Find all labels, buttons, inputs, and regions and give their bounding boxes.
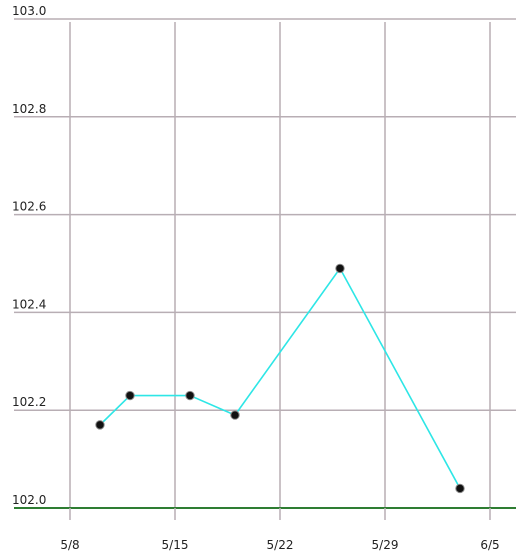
x-tick-label: 5/8 — [60, 538, 79, 552]
data-point — [230, 410, 240, 420]
y-tick-label: 102.6 — [12, 200, 46, 214]
data-point — [455, 483, 465, 494]
series-line — [99, 266, 461, 489]
x-tick-label: 6/5 — [480, 538, 499, 552]
data-point — [185, 390, 195, 401]
horizontal-grid — [14, 18, 516, 509]
x-tick-label: 5/29 — [372, 538, 399, 552]
data-point — [125, 390, 135, 401]
y-tick-label: 102.0 — [12, 493, 46, 507]
x-tick-label: 5/22 — [267, 538, 294, 552]
y-tick-label: 102.2 — [12, 395, 46, 409]
series-group — [95, 263, 465, 494]
data-point — [335, 263, 345, 274]
data-point — [95, 420, 105, 430]
y-tick-label: 102.4 — [12, 297, 46, 311]
x-axis: 5/8 5/15 5/22 5/29 6/5 — [60, 508, 500, 552]
x-tick-label: 5/15 — [162, 538, 189, 552]
y-axis-ticks: 103.0 102.8 102.6 102.4 102.2 102.0 — [12, 4, 46, 507]
vertical-grid — [69, 22, 491, 508]
y-tick-label: 102.8 — [12, 102, 46, 116]
y-tick-label: 103.0 — [12, 4, 46, 18]
